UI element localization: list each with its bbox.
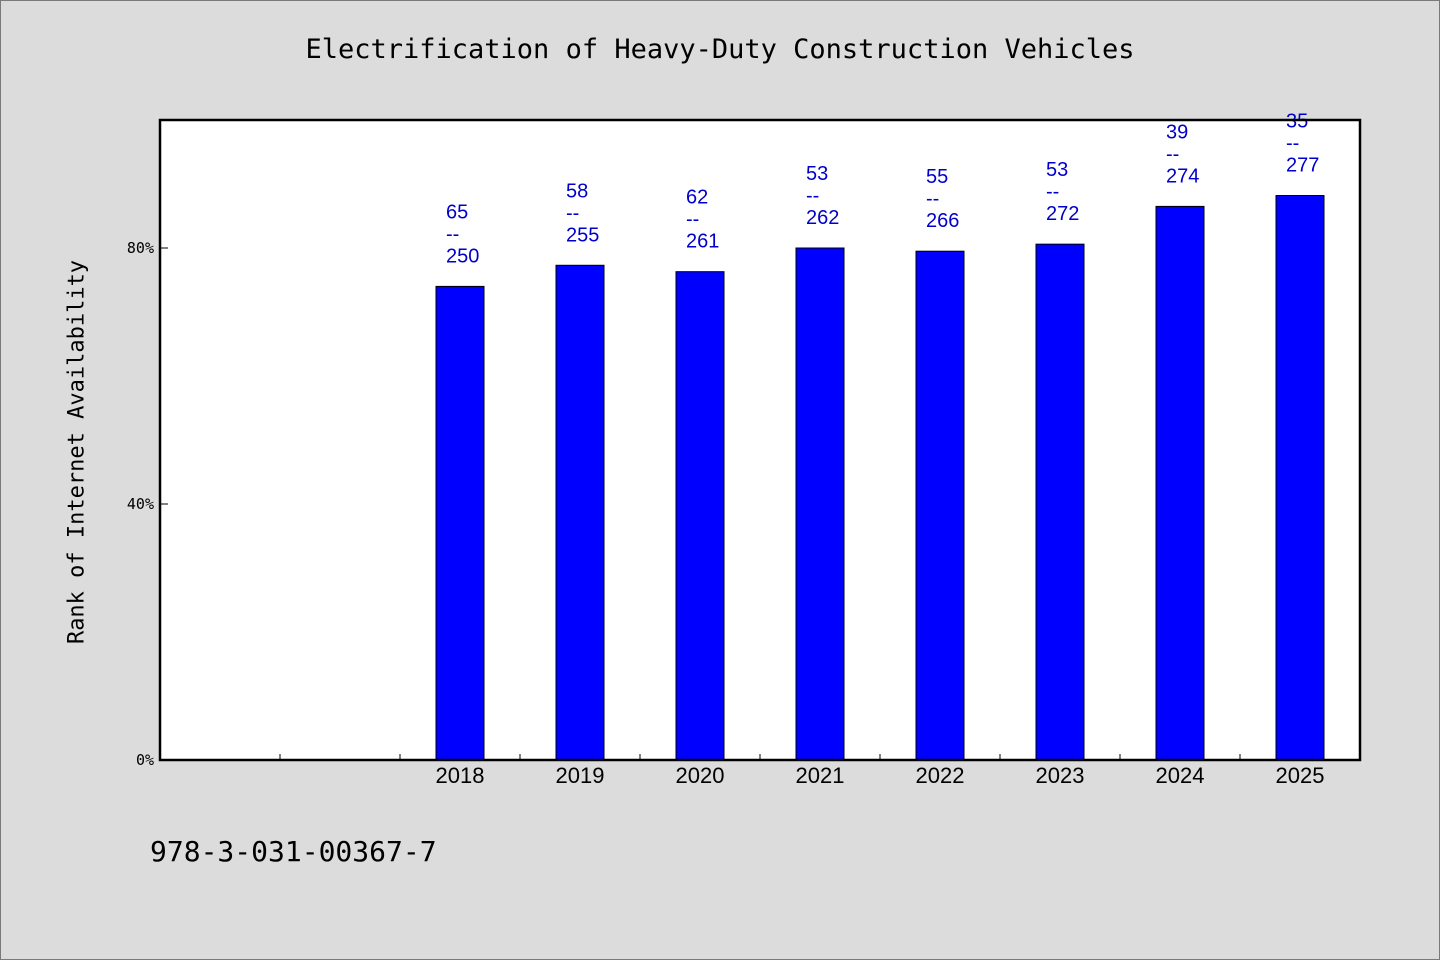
bar <box>555 264 605 761</box>
bar <box>1155 205 1205 761</box>
x-tick-label: 2018 <box>436 763 485 788</box>
bar <box>675 271 725 761</box>
isbn-text: 978-3-031-00367-7 <box>150 835 437 868</box>
data-label-separator: -- <box>1286 133 1299 155</box>
data-label-top: 53 <box>1046 159 1068 181</box>
data-label-separator: -- <box>686 209 699 231</box>
data-label-bottom: 272 <box>1046 203 1079 225</box>
data-label-top: 62 <box>686 187 708 209</box>
bar <box>1035 243 1085 761</box>
x-tick-label: 2020 <box>676 763 725 788</box>
x-tick-label: 2023 <box>1036 763 1085 788</box>
data-label-top: 65 <box>446 201 468 223</box>
data-label-top: 35 <box>1286 111 1308 133</box>
data-label-top: 39 <box>1166 121 1188 143</box>
data-label-separator: -- <box>446 223 459 245</box>
data-label-top: 58 <box>566 180 588 202</box>
x-tick-label: 2022 <box>916 763 965 788</box>
bar <box>1275 195 1325 761</box>
data-label-bottom: 277 <box>1286 155 1319 177</box>
data-label-separator: -- <box>806 185 819 207</box>
y-tick-label: 80% <box>127 239 154 257</box>
data-label-bottom: 261 <box>686 231 719 253</box>
data-label-bottom: 255 <box>566 224 599 246</box>
data-label-separator: -- <box>1166 143 1179 165</box>
data-label-bottom: 274 <box>1166 165 1199 187</box>
bar <box>915 250 965 761</box>
y-tick-label: 0% <box>136 751 154 769</box>
x-tick-label: 2021 <box>796 763 845 788</box>
x-tick-label: 2025 <box>1276 763 1325 788</box>
data-label-top: 53 <box>806 163 828 185</box>
data-label-separator: -- <box>926 188 939 210</box>
data-label-bottom: 266 <box>926 210 959 232</box>
x-tick-label: 2024 <box>1156 763 1205 788</box>
data-label-bottom: 250 <box>446 245 479 267</box>
x-tick-label: 2019 <box>556 763 605 788</box>
data-label-top: 55 <box>926 166 948 188</box>
plot-border <box>158 118 1362 762</box>
bar <box>795 247 845 761</box>
bar <box>435 285 485 761</box>
y-tick-label: 40% <box>127 495 154 513</box>
data-label-bottom: 262 <box>806 207 839 229</box>
chart-title: Electrification of Heavy-Duty Constructi… <box>305 34 1135 65</box>
data-label-separator: -- <box>566 202 579 224</box>
data-label-separator: -- <box>1046 181 1059 203</box>
